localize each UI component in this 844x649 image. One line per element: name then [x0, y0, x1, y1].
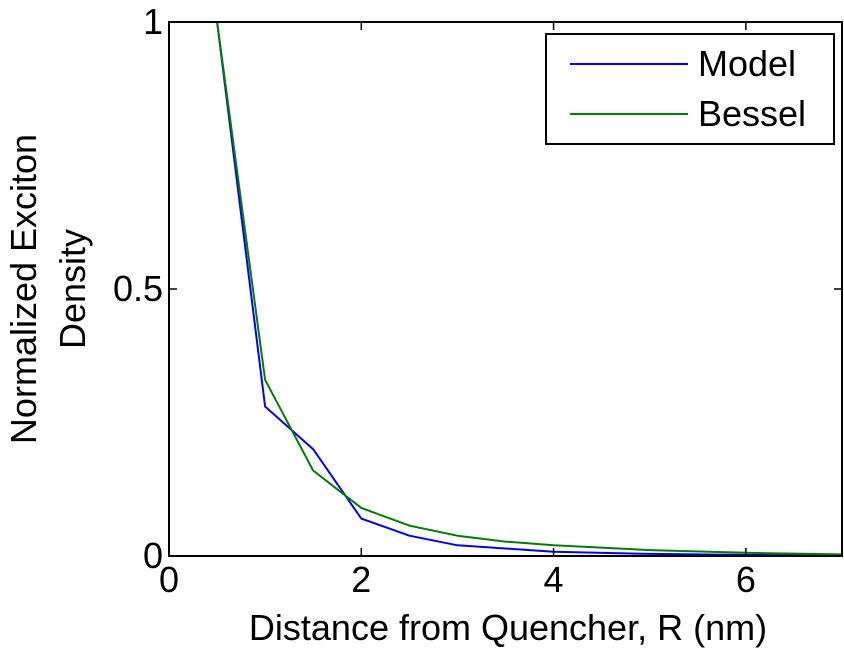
y-tick-label: 0 — [143, 535, 163, 576]
y-axis-label-line-2: Density — [52, 229, 93, 349]
x-tick-label: 6 — [736, 559, 756, 600]
y-axis-label-line-1: Normalized Exciton — [3, 134, 44, 444]
y-axis-label: Normalized Exciton Density — [3, 134, 93, 444]
axis-ticks: 0 2 4 6 0 0.5 1 — [113, 1, 842, 600]
y-tick-label: 1 — [143, 1, 163, 42]
legend-label-model: Model — [698, 43, 796, 84]
series-line-model — [216, 22, 842, 556]
x-tick-label: 0 — [159, 559, 179, 600]
legend: Model Bessel — [545, 33, 835, 145]
series-layer — [216, 22, 842, 556]
x-tick-label: 2 — [351, 559, 371, 600]
legend-box — [545, 33, 835, 145]
x-tick-label: 4 — [544, 559, 564, 600]
legend-label-bessel: Bessel — [698, 93, 806, 134]
y-tick-label: 0.5 — [113, 268, 163, 309]
series-line-bessel — [216, 22, 842, 556]
x-axis-label: Distance from Quencher, R (nm) — [249, 607, 767, 648]
